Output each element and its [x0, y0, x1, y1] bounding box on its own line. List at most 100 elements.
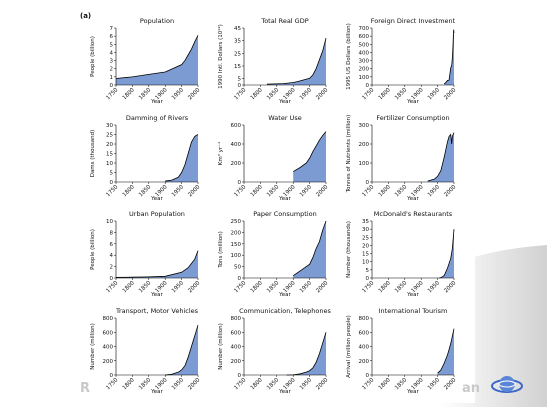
y-tick-label: 100: [359, 75, 370, 81]
y-tick-label: 400: [231, 345, 242, 351]
y-tick-label: 200: [231, 230, 242, 236]
chart-title: Water Use: [268, 114, 301, 122]
y-axis-label: Arrival (million people): [346, 315, 352, 378]
y-tick-label: 20: [362, 243, 369, 249]
y-axis-label: People (billion): [90, 36, 96, 77]
y-tick-label: 200: [359, 359, 370, 365]
y-tick-label: 8: [110, 230, 114, 236]
y-tick-label: 700: [359, 26, 370, 32]
y-tick-label: 100: [231, 253, 242, 259]
y-tick-label: 4: [110, 253, 114, 259]
chart-title: Damming of Rivers: [126, 114, 189, 122]
x-axis-label: Year: [278, 99, 291, 105]
figure-panel: [75, 4, 475, 403]
y-axis-label: 1990 Intl. Dollars (10¹²): [217, 24, 224, 89]
chart-title: International Tourism: [379, 307, 448, 315]
slide-fragment: an: [462, 381, 480, 396]
y-axis-label: Number (thousands): [346, 221, 352, 278]
chart-title: Urban Population: [129, 210, 185, 218]
y-axis-label: Number (million): [90, 323, 96, 369]
x-axis-label: Year: [278, 292, 291, 298]
x-axis-label: Year: [406, 196, 419, 202]
y-tick-label: 20: [106, 142, 113, 148]
y-tick-label: 10: [106, 219, 113, 225]
y-tick-label: 15: [234, 64, 241, 70]
y-tick-label: 7: [110, 26, 114, 32]
y-tick-label: 800: [359, 316, 370, 322]
y-tick-label: 200: [231, 359, 242, 365]
y-tick-label: 400: [231, 142, 242, 148]
chart-title: McDonald's Restaurants: [374, 210, 453, 218]
y-axis-label: Km³ yr⁻¹: [217, 142, 224, 166]
y-tick-label: 25: [106, 133, 113, 139]
chart-title: Total Real GDP: [260, 17, 308, 25]
panel-label: (a): [80, 12, 91, 20]
y-axis-label: Number (million): [218, 323, 224, 369]
y-tick-label: 250: [231, 219, 242, 225]
y-tick-label: 4: [110, 50, 114, 56]
x-axis-label: Year: [150, 292, 163, 298]
y-tick-label: 5: [366, 268, 370, 274]
chart-title: Population: [140, 17, 174, 25]
y-tick-label: 100: [359, 161, 370, 167]
y-tick-label: 35: [234, 39, 241, 45]
y-tick-label: 800: [103, 316, 114, 322]
y-tick-label: 5: [110, 171, 114, 177]
x-axis-label: Year: [406, 292, 419, 298]
x-axis-label: Year: [150, 196, 163, 202]
y-tick-label: 25: [362, 235, 369, 241]
y-tick-label: 200: [359, 142, 370, 148]
y-tick-label: 50: [234, 265, 241, 271]
y-tick-label: 500: [359, 42, 370, 48]
x-axis-label: Year: [278, 389, 291, 395]
x-axis-label: Year: [150, 389, 163, 395]
x-axis-label: Year: [406, 99, 419, 105]
y-tick-label: 400: [103, 345, 114, 351]
y-tick-label: 15: [362, 252, 369, 258]
y-axis-label: Dams (thousand): [90, 130, 96, 178]
y-tick-label: 25: [234, 51, 241, 57]
chart-title: Fertilizer Consumption: [376, 114, 449, 122]
y-tick-label: 6: [110, 242, 114, 248]
chart-title: Communication, Telephones: [239, 307, 331, 315]
y-tick-label: 30: [362, 227, 369, 233]
y-tick-label: 300: [359, 59, 370, 65]
y-tick-label: 600: [231, 123, 242, 129]
y-tick-label: 600: [359, 330, 370, 336]
y-tick-label: 1: [110, 75, 114, 81]
y-tick-label: 600: [103, 330, 114, 336]
y-tick-label: 6: [110, 34, 114, 40]
y-axis-label: 1995 US Dollars (billion): [346, 23, 352, 90]
x-axis-label: Year: [406, 389, 419, 395]
y-axis-label: Tons (million): [218, 231, 224, 269]
y-tick-label: 400: [359, 345, 370, 351]
y-tick-label: 2: [110, 265, 114, 271]
y-tick-label: 15: [106, 152, 113, 158]
y-tick-label: 10: [362, 260, 369, 266]
y-tick-label: 10: [106, 161, 113, 167]
x-axis-label: Year: [150, 99, 163, 105]
x-axis-label: Year: [278, 196, 291, 202]
slide-fragment: R: [80, 381, 90, 396]
y-tick-label: 600: [231, 330, 242, 336]
chart-title: Transport, Motor Vehicles: [115, 307, 199, 315]
y-axis-label: People (billion): [90, 229, 96, 270]
y-tick-label: 5: [238, 77, 242, 83]
y-tick-label: 5: [110, 42, 114, 48]
y-tick-label: 600: [359, 34, 370, 40]
y-tick-label: 200: [359, 67, 370, 73]
y-tick-label: 30: [106, 123, 113, 129]
y-tick-label: 2: [110, 67, 114, 73]
y-tick-label: 45: [234, 26, 241, 32]
page: R an (a) Population012345671750180018501…: [0, 0, 547, 407]
y-tick-label: 35: [362, 219, 369, 225]
y-tick-label: 3: [110, 59, 114, 65]
y-tick-label: 300: [359, 123, 370, 129]
y-tick-label: 400: [359, 50, 370, 56]
y-axis-label: Tonnes of Nutrients (million): [346, 115, 352, 194]
chart-title: Foreign Direct Investment: [371, 17, 456, 25]
chart-title: Paper Consumption: [253, 210, 317, 218]
y-tick-label: 200: [231, 161, 242, 167]
y-tick-label: 200: [103, 359, 114, 365]
slide: R an (a) Population012345671750180018501…: [0, 0, 547, 407]
